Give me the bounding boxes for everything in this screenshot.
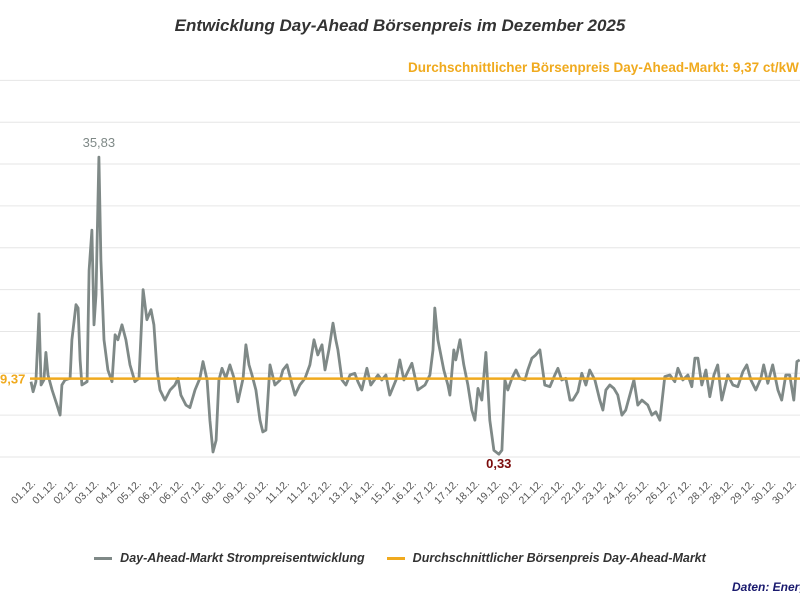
source-note: Daten: Energ	[732, 580, 800, 594]
legend: Day-Ahead-Markt Strompreisentwicklung Du…	[0, 550, 800, 566]
average-note: Durchschnittlicher Börsenpreis Day-Ahead…	[408, 60, 799, 75]
x-tick-label: 30.12.	[770, 478, 799, 507]
legend-swatch-price	[94, 556, 113, 560]
legend-label-price: Day-Ahead-Markt Strompreisentwicklung	[120, 551, 365, 565]
price-series-line	[29, 155, 800, 456]
min-value-label: 0,33	[486, 456, 511, 471]
legend-item-price: Day-Ahead-Markt Strompreisentwicklung	[94, 550, 365, 566]
average-value-label: 9,37	[0, 372, 25, 387]
max-value-label: 35,83	[83, 135, 116, 150]
legend-label-average: Durchschnittlicher Börsenpreis Day-Ahead…	[412, 551, 706, 565]
x-tick-label: 10.12.	[242, 478, 271, 507]
legend-item-average: Durchschnittlicher Börsenpreis Day-Ahead…	[386, 550, 706, 566]
legend-swatch-average	[386, 556, 405, 560]
chart-title: Entwicklung Day-Ahead Börsenpreis im Dez…	[174, 16, 626, 35]
